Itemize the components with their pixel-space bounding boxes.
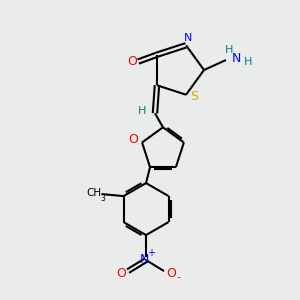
Text: H: H (225, 45, 233, 55)
Text: 3: 3 (100, 194, 105, 202)
Text: O: O (116, 267, 126, 280)
Text: N: N (139, 253, 149, 266)
Text: +: + (147, 248, 155, 258)
Text: O: O (127, 55, 137, 68)
Text: S: S (190, 90, 198, 103)
Text: -: - (176, 272, 180, 282)
Text: H: H (138, 106, 146, 116)
Text: H: H (244, 57, 252, 67)
Text: N: N (184, 33, 192, 43)
Text: N: N (231, 52, 241, 64)
Text: CH: CH (86, 188, 101, 198)
Text: O: O (166, 267, 176, 280)
Text: O: O (128, 133, 138, 146)
